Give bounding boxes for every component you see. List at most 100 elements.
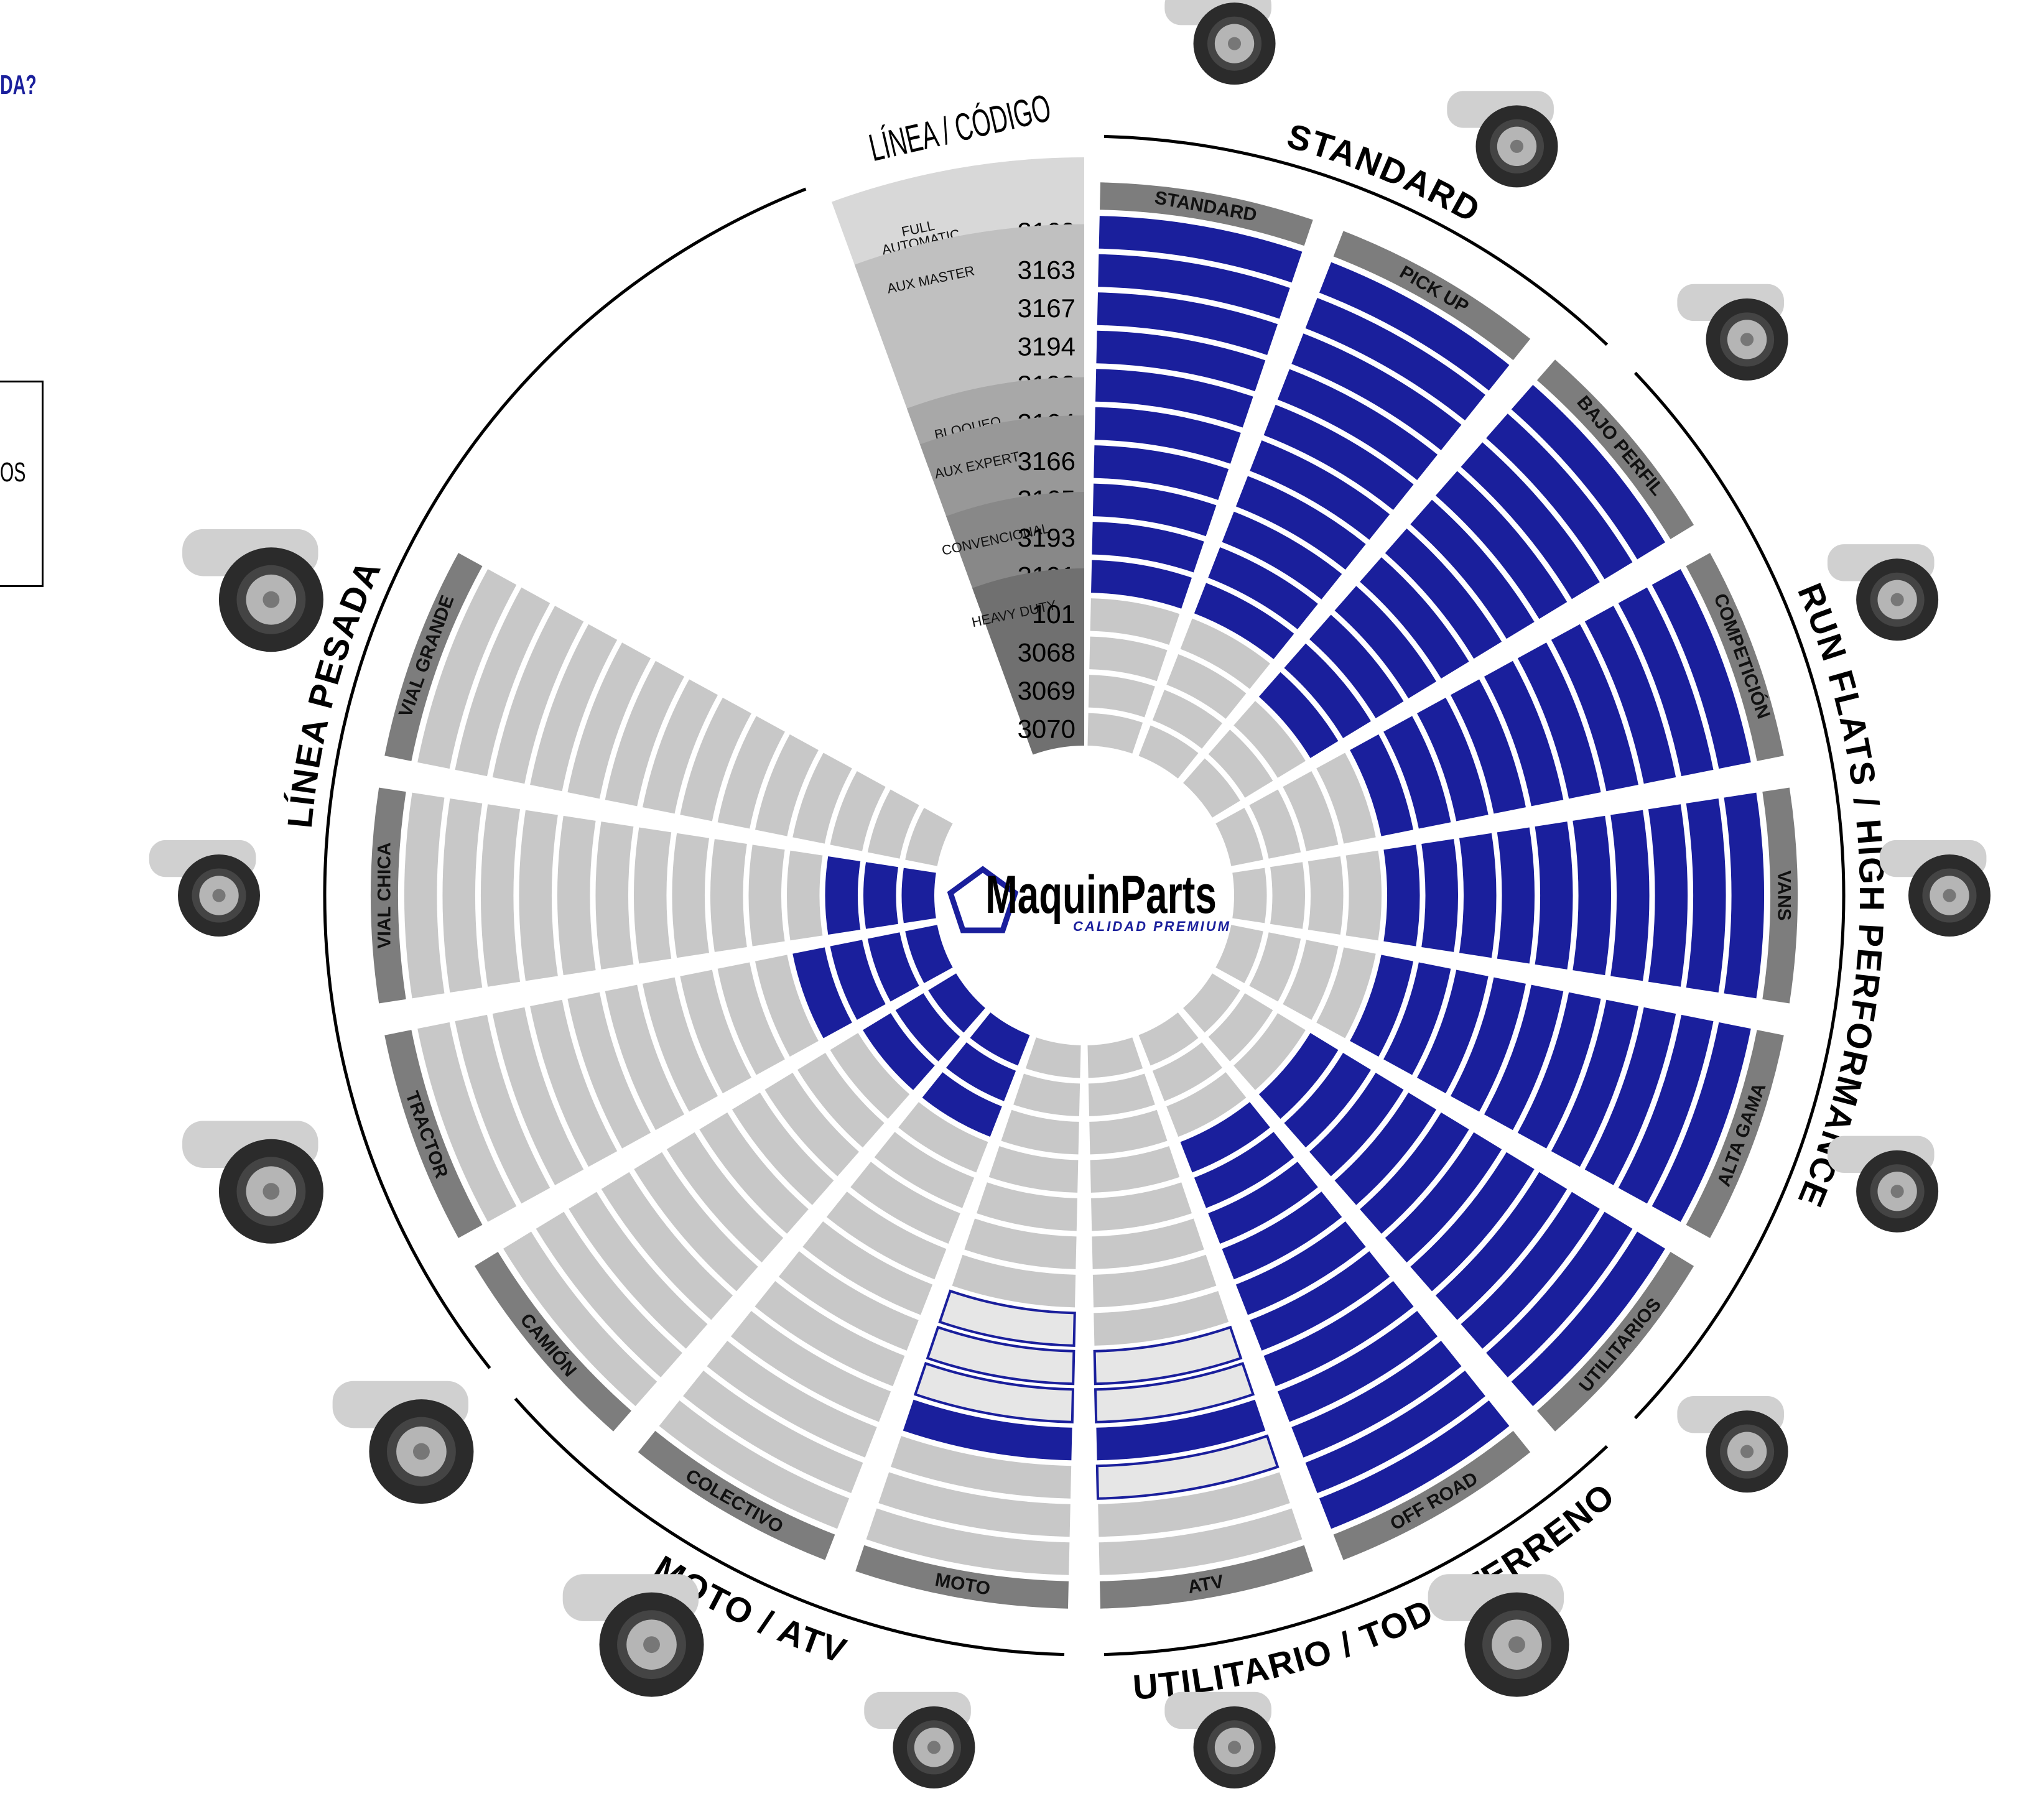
- segment-3193: [1092, 1218, 1204, 1269]
- segment-3068: [1283, 940, 1339, 1020]
- category-band: [855, 1545, 1069, 1609]
- code-label: 3070: [1018, 714, 1075, 743]
- skid-loader-wheel-icon: [149, 840, 260, 937]
- segment-3191: [874, 1132, 975, 1208]
- sector-vial-grande: VIAL GRANDE: [384, 553, 953, 866]
- segment-3070: [928, 973, 985, 1033]
- segment-3169: [503, 1231, 657, 1407]
- segment-3192: [1095, 369, 1253, 428]
- sector-competici-n: COMPETICIÓN: [1215, 553, 1784, 866]
- segment-3194: [530, 624, 618, 792]
- segment-3069: [1013, 1073, 1080, 1116]
- segment-101: [988, 1146, 1079, 1193]
- segment-3164: [778, 1251, 919, 1351]
- segment-3163: [1618, 587, 1714, 777]
- segment-3169: [1651, 1022, 1751, 1222]
- segment-3165: [732, 1092, 834, 1205]
- segment-3070: [970, 1012, 1030, 1066]
- segment-3068: [1166, 654, 1247, 719]
- segment-3070: [1138, 725, 1199, 779]
- segment-3069: [1088, 675, 1155, 718]
- segment-3163: [536, 1211, 682, 1377]
- racing-wheel-icon: [1827, 544, 1939, 641]
- segment-3069: [1208, 729, 1273, 798]
- segment-3069: [1249, 789, 1301, 859]
- segment-3169: [1319, 1400, 1510, 1529]
- segment-3169: [1319, 262, 1510, 391]
- segment-3068: [1001, 1109, 1079, 1155]
- segment-3165: [1417, 697, 1489, 821]
- segment-3193: [1208, 1162, 1318, 1244]
- segment-3191: [977, 1182, 1077, 1231]
- segment-3163: [1305, 297, 1485, 420]
- segment-3191: [1350, 955, 1414, 1057]
- segment-3192: [1410, 1152, 1535, 1292]
- segment-3193: [764, 1072, 859, 1177]
- segment-3163: [878, 1472, 1071, 1537]
- segment-3193: [1309, 1072, 1404, 1177]
- segment-3163: [1618, 1014, 1714, 1204]
- category-label: VIAL CHICA: [374, 842, 395, 948]
- segment-3068: [1089, 1109, 1168, 1155]
- segment-3068: [863, 1013, 935, 1090]
- segment-3167: [569, 1192, 708, 1349]
- segment-101: [1090, 598, 1180, 645]
- segment-3193: [1309, 614, 1404, 719]
- segment-3068: [830, 770, 886, 851]
- segment-3163: [683, 1371, 863, 1494]
- segment-3164: [605, 660, 685, 807]
- segment-3165: [672, 833, 710, 958]
- segment-3165: [1092, 483, 1217, 537]
- segment-101: [898, 1102, 988, 1173]
- segment-3164: [1385, 1132, 1502, 1263]
- brand-logo: MaquinParts CALIDAD PREMIUM: [947, 864, 1229, 934]
- segment-3192: [1517, 992, 1601, 1149]
- segment-3169: [1099, 1508, 1303, 1575]
- offroad-wheel-icon: [1428, 1574, 1569, 1697]
- segment-3070: [1138, 1012, 1199, 1066]
- segment-3193: [1421, 839, 1458, 952]
- segment-3069: [867, 789, 919, 859]
- segment-3166: [1094, 445, 1229, 500]
- segment-3068: [1166, 1072, 1247, 1137]
- side-box-label: OS: [0, 457, 26, 488]
- segment-3167: [1095, 1434, 1280, 1500]
- utility-wheel-icon: [1677, 1396, 1788, 1493]
- segment-3166: [1451, 679, 1526, 814]
- segment-3165: [826, 1192, 947, 1280]
- segment-3169: [659, 1400, 850, 1529]
- segment-101: [1345, 850, 1382, 941]
- segment-3167: [481, 804, 521, 987]
- segment-3164: [595, 821, 634, 969]
- segment-3193: [717, 716, 785, 829]
- segment-3194: [1551, 999, 1638, 1167]
- spoke-wheel-icon: [1827, 1136, 1939, 1233]
- code-label: 3167: [1018, 294, 1075, 323]
- segment-3163: [1305, 1371, 1485, 1494]
- pickup-wheel-icon: [1447, 91, 1558, 188]
- segment-3194: [601, 1172, 733, 1320]
- segment-3069: [895, 993, 960, 1062]
- group-arc: [1103, 1445, 1609, 1657]
- segment-3192: [755, 1281, 905, 1387]
- sector-alta-gama: ALTA GAMA: [1215, 925, 1784, 1238]
- segment-3166: [699, 1112, 809, 1234]
- segment-3163: [455, 587, 550, 777]
- segment-3193: [1208, 547, 1318, 629]
- segment-3169: [1651, 569, 1751, 769]
- segment-3167: [1291, 333, 1462, 450]
- code-label: 3069: [1018, 676, 1075, 705]
- segment-3163: [442, 798, 483, 993]
- segment-3164: [1093, 1325, 1243, 1386]
- segment-3193: [850, 1162, 960, 1244]
- segment-3068: [825, 856, 861, 935]
- segment-3169: [404, 792, 445, 999]
- segment-3192: [1410, 499, 1535, 639]
- sector-utilitarios: UTILITARIOS: [1183, 973, 1694, 1432]
- segment-3165: [952, 1254, 1076, 1308]
- segment-3163: [1098, 254, 1290, 319]
- atv-wheel-icon: [1164, 1691, 1276, 1789]
- segment-3166: [1235, 1221, 1366, 1315]
- segment-3163: [1486, 414, 1633, 580]
